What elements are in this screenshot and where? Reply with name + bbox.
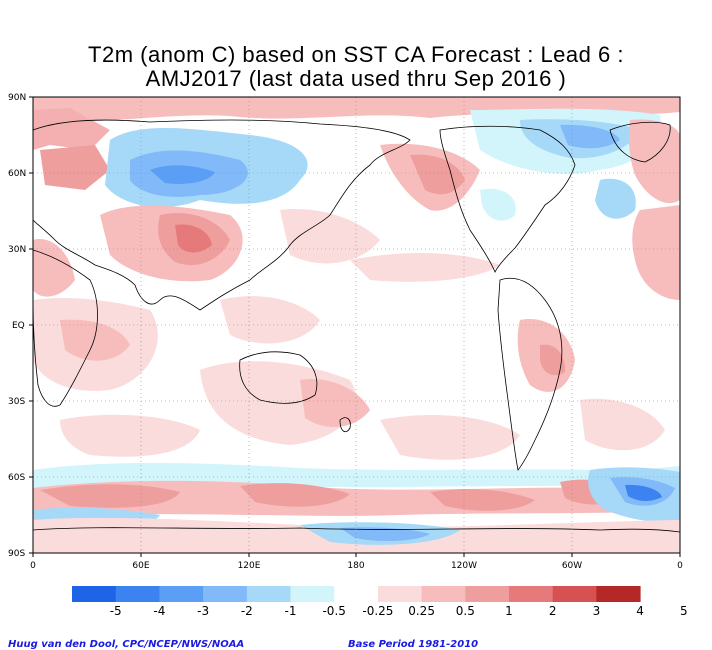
lat-label: 90N (8, 93, 26, 103)
key-label: 5 (679, 604, 688, 618)
map-title-line2: AMJ2017 (last data used thru Sep 2016 ) (145, 66, 567, 91)
key-swatch (203, 586, 248, 602)
key-label: -0.25 (362, 604, 394, 618)
lat-label: 90S (8, 549, 25, 559)
graticule (33, 97, 680, 553)
key-swatch (72, 586, 117, 602)
lon-label: 60E (132, 561, 149, 571)
key-label: 3 (592, 604, 601, 618)
key-swatch (115, 586, 160, 602)
key-swatch (246, 586, 291, 602)
key-swatch (509, 586, 554, 602)
color-key (72, 586, 641, 602)
axis-ticks (29, 96, 681, 557)
key-swatch (552, 586, 597, 602)
key-swatch (596, 586, 641, 602)
key-swatch (159, 586, 204, 602)
key-label: -1 (284, 604, 297, 618)
key-label: 0.5 (455, 604, 475, 618)
key-swatch (421, 586, 466, 602)
lat-labels: 90N 60N 30N EQ 30S 60S 90S (8, 93, 26, 559)
anomaly-field (33, 97, 680, 553)
key-swatch (465, 586, 510, 602)
lon-label: 60W (562, 561, 582, 571)
lat-label: EQ (12, 321, 25, 331)
key-label: -5 (109, 604, 122, 618)
lon-label: 120W (451, 561, 477, 571)
key-label: 1 (505, 604, 513, 618)
lat-label: 60S (8, 473, 25, 483)
key-label: -0.5 (322, 604, 346, 618)
key-label: -3 (197, 604, 210, 618)
credit-author: Huug van den Dool, CPC/NCEP/NWS/NOAA (8, 639, 245, 650)
key-swatch (290, 586, 335, 602)
key-label: 2 (548, 604, 557, 618)
coastlines (33, 119, 680, 533)
lon-label: 0 (30, 561, 36, 571)
lon-labels: 0 60E 120E 180 120W 60W 0 (30, 561, 683, 571)
map-title-line1: T2m (anom C) based on SST CA Forecast : … (88, 42, 624, 67)
key-swatch (334, 586, 379, 602)
key-label: 0.25 (408, 604, 435, 618)
lat-label: 60N (8, 169, 26, 179)
credit-base-period: Base Period 1981-2010 (348, 639, 479, 650)
key-label: 4 (636, 604, 644, 618)
lon-label: 180 (347, 561, 364, 571)
lon-label: 0 (677, 561, 683, 571)
key-swatch (377, 586, 423, 602)
lat-label: 30N (8, 245, 26, 255)
key-label: -4 (153, 604, 166, 618)
lat-label: 30S (8, 397, 25, 407)
key-label: -2 (240, 604, 253, 618)
lon-label: 120E (238, 561, 261, 571)
